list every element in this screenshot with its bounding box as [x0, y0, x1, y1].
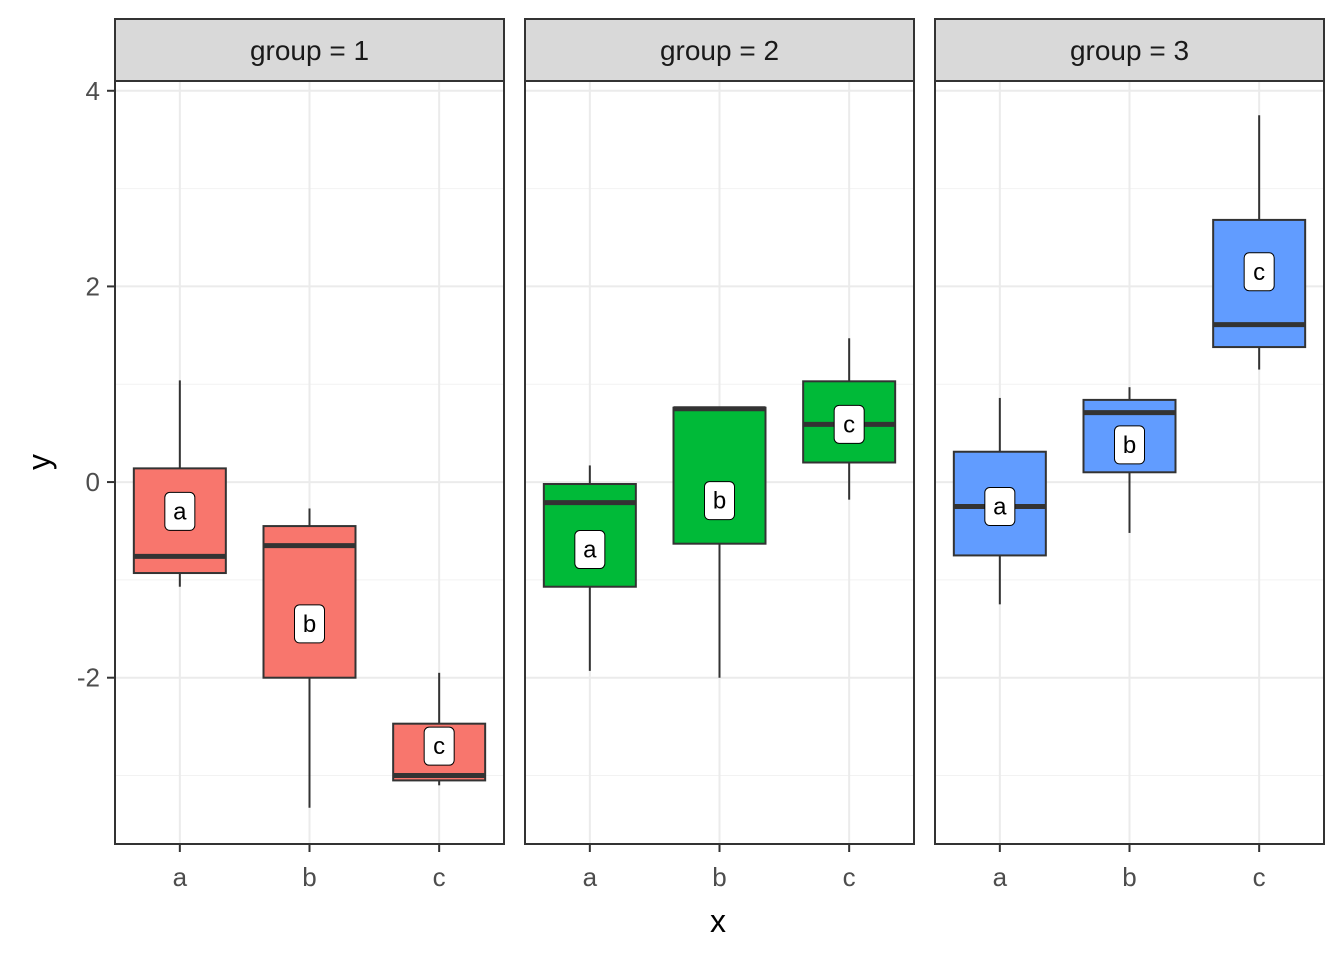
x-tick-label: a — [993, 862, 1008, 892]
facet-strip — [524, 18, 915, 82]
box-c: c — [802, 338, 897, 500]
box-label-background — [574, 530, 606, 570]
box-a: a — [952, 397, 1047, 605]
box-label-background — [423, 726, 455, 766]
box-label: a — [993, 494, 1007, 521]
x-tick-label: b — [1122, 862, 1136, 892]
facet-strip-label: group = 1 — [250, 35, 369, 66]
x-axis-title: x — [710, 903, 726, 939]
box-label: b — [1123, 432, 1136, 459]
box-label-background — [704, 481, 735, 521]
facet-panels: a b c group = 1 a b c a b c group = 2 a b c a b c group =… — [114, 18, 1325, 892]
box-body — [672, 406, 767, 545]
facet-strip-label: group = 3 — [1070, 35, 1189, 66]
box-label: b — [303, 611, 316, 638]
x-tick-label: c — [1253, 862, 1266, 892]
facet-strip-label: group = 2 — [660, 35, 779, 66]
box-label: b — [713, 488, 726, 515]
facet-panel-3: a b c group = 3 a b c — [934, 18, 1325, 892]
box-a: a — [542, 465, 637, 671]
facet-strip — [114, 18, 505, 82]
y-tick-label: 4 — [86, 76, 100, 106]
box-b: b — [262, 508, 357, 808]
box-label-background — [984, 487, 1016, 527]
box-label-background — [833, 404, 865, 444]
facet-panel-2: a b c group = 2 a b c — [524, 18, 915, 892]
facet-panel-1: a b c group = 1 a b c — [114, 18, 505, 892]
box-c: c — [392, 672, 487, 786]
y-axis: -2 0 2 4 — [77, 76, 115, 693]
box-label: c — [843, 411, 855, 438]
box-label-background — [1114, 425, 1145, 465]
x-tick-label: b — [302, 862, 316, 892]
y-axis-title: y — [21, 454, 57, 470]
box-b: b — [672, 406, 767, 678]
box-body — [262, 525, 357, 679]
box-label-background — [294, 604, 325, 644]
box-label-background — [164, 491, 196, 531]
box-label: a — [173, 498, 187, 525]
box-label: c — [433, 733, 445, 760]
box-label: a — [583, 537, 597, 564]
box-label: c — [1253, 259, 1265, 286]
y-tick-label: 0 — [86, 467, 100, 497]
box-a: a — [132, 380, 227, 587]
y-tick-label: 2 — [86, 271, 100, 301]
box-b: b — [1082, 387, 1177, 533]
y-tick-label: -2 — [77, 663, 100, 693]
box-c: c — [1212, 115, 1307, 370]
box-label-background — [1243, 252, 1275, 292]
x-tick-label: c — [843, 862, 856, 892]
x-tick-label: a — [583, 862, 598, 892]
x-tick-label: b — [712, 862, 726, 892]
facet-strip — [934, 18, 1325, 82]
x-tick-label: c — [433, 862, 446, 892]
x-tick-label: a — [173, 862, 188, 892]
